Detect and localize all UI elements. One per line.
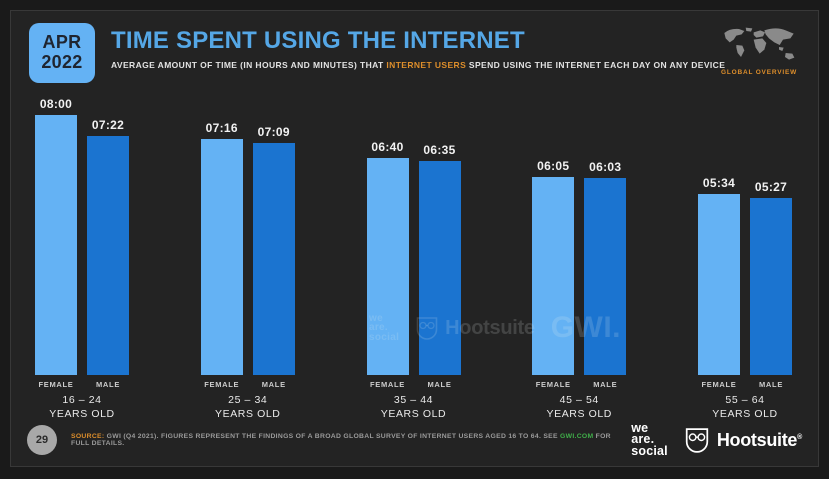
hootsuite-owl-icon [685,427,709,453]
bar-female [532,177,575,375]
date-month: APR [42,32,82,53]
bar-female [35,115,77,375]
bar-pair: 06:40 FEMALE 06:35 MALE [366,140,461,390]
bar-male [750,198,792,375]
bar-value-label: 06:05 [537,159,570,173]
bar-column-male: 07:22 MALE [87,118,129,390]
bar-column-female: 08:00 FEMALE [35,97,77,390]
source-text: FOR FULL DETAILS. [71,433,611,447]
bar-value-label: 05:34 [702,176,736,190]
world-map-icon [724,27,795,60]
source-note: SOURCE: GWI (Q4 2021). FIGURES REPRESENT… [71,433,631,447]
subtitle-highlight: INTERNET USERS [386,60,467,70]
bar-male [584,178,627,375]
bar-column-male: 06:03 MALE [584,160,627,390]
bar-column-male: 05:27 MALE [750,180,792,390]
bar-female [698,194,740,375]
bar-group: 06:05 FEMALE 06:03 MALE 45 – 54 YEARS OLD [532,159,627,421]
hootsuite-logo-text: Hootsuite® [717,430,802,451]
hootsuite-logo: Hootsuite® [684,426,802,455]
page-title: TIME SPENT USING THE INTERNET [111,27,525,54]
series-label: MALE [758,380,784,389]
bar-group: 07:16 FEMALE 07:09 MALE 25 – 34 YEARS OLD [200,121,295,421]
bar-group: 05:34 FEMALE 05:27 MALE 55 – 64 YEARS OLD [698,176,792,421]
source-text: GWI (Q4 2021). FIGURES REPRESENT THE FIN… [104,433,561,440]
bar-value-label: 06:35 [423,143,456,157]
bar-group: 06:40 FEMALE 06:35 MALE 35 – 44 YEARS OLD [366,140,461,421]
bar-value-label: 07:09 [257,125,290,139]
hootsuite-logo-name: Hootsuite [716,429,798,450]
bar-column-male: 06:35 MALE [418,143,461,390]
bar-pair: 06:05 FEMALE 06:03 MALE [532,159,627,390]
subtitle-text-before: AVERAGE AMOUNT OF TIME (IN HOURS AND MIN… [111,60,387,70]
bar-male [87,136,129,375]
title-block: TIME SPENT USING THE INTERNET AVERAGE AM… [111,23,725,70]
bar-female [200,139,243,375]
slide: APR 2022 TIME SPENT USING THE INTERNET A… [10,10,819,467]
global-overview: GLOBAL OVERVIEW [716,25,802,76]
bar-pair: 05:34 FEMALE 05:27 MALE [698,176,792,390]
was-logo-line: are. [631,432,655,447]
bar-value-label: 08:00 [39,97,73,111]
was-logo-line: we [631,421,649,436]
category-label: 35 – 44 YEARS OLD [380,394,447,421]
category-label: 16 – 24 YEARS OLD [49,394,115,421]
series-label: MALE [95,380,121,389]
series-label: FEMALE [535,380,571,389]
we-are-social-logo: we are. social [631,421,668,458]
registered-mark: ® [797,433,802,441]
bar-column-female: 07:16 FEMALE [200,121,243,390]
series-label: FEMALE [369,380,406,389]
series-label: FEMALE [701,380,737,389]
date-year: 2022 [41,52,83,72]
bar-chart: 08:00 FEMALE 07:22 MALE 16 – 24 YEARS OLD 07:1… [11,97,818,421]
bar-value-label: 05:27 [754,180,788,194]
footer: 29 SOURCE: GWI (Q4 2021). FIGURES REPRES… [11,420,818,460]
series-label: MALE [593,380,618,389]
bar-pair: 08:00 FEMALE 07:22 MALE [35,97,129,390]
bar-column-male: 07:09 MALE [252,125,295,390]
bar-column-female: 06:40 FEMALE [366,140,409,390]
subtitle-text-after: SPEND USING THE INTERNET EACH DAY ON ANY… [466,60,726,70]
footer-logos: we are. social Hootsuite® [631,421,802,458]
series-label: MALE [427,380,452,389]
category-label: 55 – 64 YEARS OLD [712,394,778,421]
header: APR 2022 TIME SPENT USING THE INTERNET A… [11,11,818,83]
bar-value-label: 07:22 [91,118,125,132]
bar-male [252,143,295,375]
bar-female [366,158,409,375]
bar-male [418,161,461,375]
category-label: 45 – 54 YEARS OLD [546,394,612,421]
bar-value-label: 06:03 [589,160,622,174]
bar-value-label: 06:40 [371,140,404,154]
bar-group: 08:00 FEMALE 07:22 MALE 16 – 24 YEARS OLD [35,97,129,421]
was-logo-line: social [631,443,668,458]
bar-pair: 07:16 FEMALE 07:09 MALE [200,121,295,390]
date-badge: APR 2022 [29,23,95,83]
bar-value-label: 07:16 [205,121,238,135]
bar-column-female: 06:05 FEMALE [532,159,575,390]
series-label: FEMALE [204,380,240,389]
category-label: 25 – 34 YEARS OLD [214,394,281,421]
global-overview-label: GLOBAL OVERVIEW [720,69,798,76]
series-label: MALE [261,380,286,389]
subtitle: AVERAGE AMOUNT OF TIME (IN HOURS AND MIN… [111,60,725,70]
source-label: SOURCE: [71,433,105,440]
bar-column-female: 05:34 FEMALE [698,176,740,390]
series-label: FEMALE [38,380,74,389]
page-number-badge: 29 [27,425,57,455]
source-link[interactable]: GWI.COM [560,433,594,440]
